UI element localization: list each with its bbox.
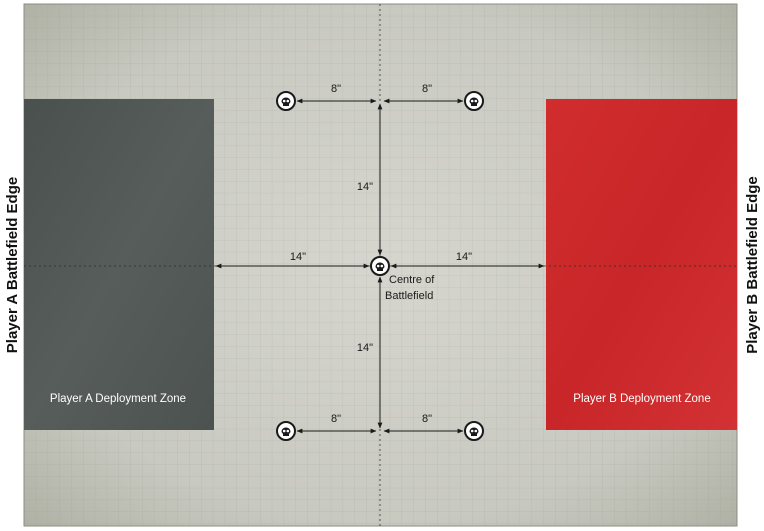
measure-label-upper-vertical: 14" xyxy=(357,181,373,193)
player-b-deployment-zone xyxy=(546,99,737,430)
objective-bottom-left-icon xyxy=(276,421,296,441)
centre-label-line1: Centre of xyxy=(389,274,435,286)
measure-label-top-right: 8" xyxy=(422,83,432,95)
measure-label-right-horizontal: 14" xyxy=(456,251,472,263)
objective-centre-icon xyxy=(370,256,390,276)
player-a-zone-label: Player A Deployment Zone xyxy=(50,393,186,405)
player-a-deployment-zone xyxy=(24,99,214,430)
player-a-edge-label: Player A Battlefield Edge xyxy=(4,177,21,353)
centre-label-line2: Battlefield xyxy=(385,290,433,302)
measure-label-left-horizontal: 14" xyxy=(290,251,306,263)
measure-label-bottom-right: 8" xyxy=(422,413,432,425)
objective-top-right-icon xyxy=(464,91,484,111)
player-b-edge-label: Player B Battlefield Edge xyxy=(744,176,761,354)
objective-bottom-right-icon xyxy=(464,421,484,441)
measure-label-top-left: 8" xyxy=(331,83,341,95)
measure-label-bottom-left: 8" xyxy=(331,413,341,425)
player-b-zone-label: Player B Deployment Zone xyxy=(573,393,710,405)
measure-label-lower-vertical: 14" xyxy=(357,342,373,354)
objective-top-left-icon xyxy=(276,91,296,111)
